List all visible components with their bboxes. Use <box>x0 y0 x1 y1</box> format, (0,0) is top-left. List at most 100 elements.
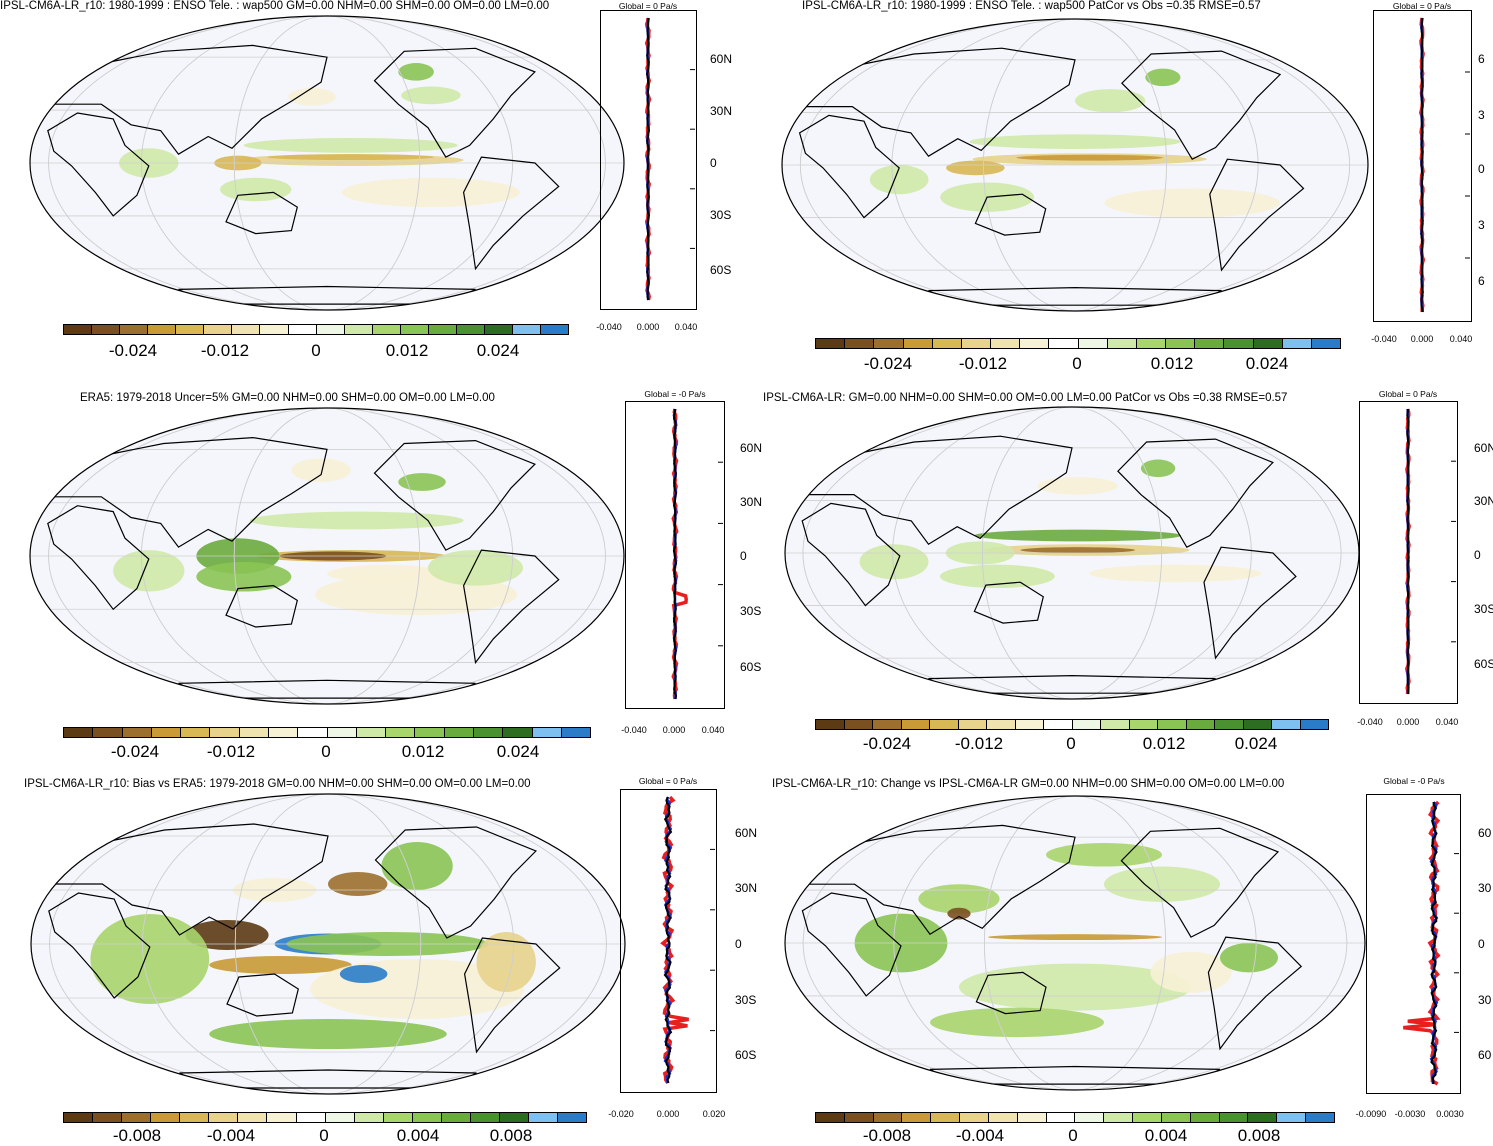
colorbar-swatch <box>1215 720 1244 729</box>
zonal-profile <box>600 10 697 310</box>
coastline <box>47 112 150 217</box>
anomaly-region <box>1046 843 1162 867</box>
anomaly-region <box>209 956 352 974</box>
x-tick: 0.040 <box>701 725 725 735</box>
colorbar-swatch <box>383 1113 413 1122</box>
mean-profile-line <box>663 796 673 1084</box>
world-map <box>781 18 1369 312</box>
coastline <box>373 47 536 158</box>
colorbar-swatch <box>991 339 1021 348</box>
zonal-profile <box>1366 794 1461 1094</box>
mean-profile-line <box>1420 17 1424 313</box>
panel-title: IPSL-CM6A-LR_r10: 1980-1999 : ENSO Tele.… <box>802 0 1261 12</box>
colorbar-label: 0.008 <box>1237 1126 1281 1145</box>
colorbar-swatch <box>1072 720 1101 729</box>
lat-label: 6 <box>1478 52 1485 66</box>
colorbar-swatch <box>1129 720 1158 729</box>
lat-label: 30N <box>740 495 763 509</box>
longitude-line <box>141 794 515 1094</box>
colorbar-swatch <box>1107 339 1137 348</box>
coastline <box>798 114 900 219</box>
map-border <box>29 407 625 705</box>
colorbar-swatch <box>356 728 387 737</box>
anomaly-region <box>1104 866 1220 902</box>
anomaly-region <box>401 86 461 105</box>
longitude-line <box>802 407 1342 699</box>
colorbar-swatch <box>120 325 149 334</box>
lat-label: 60 <box>1478 826 1492 840</box>
colorbar-swatch <box>176 325 205 334</box>
colorbar-label: -0.012 <box>206 742 256 761</box>
colorbar-swatch <box>444 728 474 737</box>
colorbar-swatch <box>1075 1113 1105 1122</box>
coastline <box>47 505 150 611</box>
coastline <box>789 435 1073 545</box>
colorbar-swatch <box>296 1113 326 1122</box>
anomaly-region <box>90 914 210 1004</box>
anomaly-region <box>1140 459 1176 478</box>
anomaly-region <box>476 932 536 992</box>
coastline <box>225 584 298 628</box>
colorbar-swatch <box>148 325 177 334</box>
colorbar-swatch <box>209 1113 239 1122</box>
colorbar <box>815 1112 1335 1123</box>
longitude-line <box>983 796 1167 1090</box>
colorbar-swatch <box>1078 339 1108 348</box>
colorbar-swatch <box>1190 1113 1220 1122</box>
lat-label: 60S <box>735 1048 757 1062</box>
lat-label: 30S <box>1474 602 1493 616</box>
colorbar <box>815 338 1341 349</box>
profile-title: Global = 0 Pa/s <box>1378 389 1438 399</box>
colorbar-swatch <box>503 728 533 737</box>
lat-label: 60N <box>740 441 763 455</box>
panel-title: IPSL-CM6A-LR_r10: 1980-1999 : ENSO Tele.… <box>0 0 550 12</box>
world-map <box>29 407 625 705</box>
lat-label: 0 <box>710 156 717 170</box>
coastline <box>226 973 299 1017</box>
x-tick: 0.000 <box>636 322 660 332</box>
colorbar-swatch <box>1272 720 1301 729</box>
colorbar-label: -0.004 <box>206 1126 256 1145</box>
anomaly-region <box>1020 547 1136 554</box>
colorbar-swatch <box>181 728 211 737</box>
anomaly-region <box>959 963 1191 1011</box>
x-tick: 0.000 <box>1410 334 1434 344</box>
x-tick: 0.000 <box>656 1109 680 1119</box>
colorbar-swatch <box>1282 339 1312 348</box>
colorbar-swatch <box>873 720 902 729</box>
anomaly-region <box>988 934 1162 941</box>
x-tick: -0.020 <box>608 1109 634 1119</box>
colorbar-label: 0 <box>1068 1126 1078 1145</box>
colorbar-swatch <box>325 1113 355 1122</box>
longitude-line <box>893 796 1257 1090</box>
colorbar-swatch <box>122 1113 152 1122</box>
colorbar-swatch <box>470 1113 500 1122</box>
zonal-profile <box>620 789 717 1093</box>
colorbar-swatch <box>64 1113 94 1122</box>
colorbar-label: 0.024 <box>496 742 540 761</box>
coastline <box>462 549 560 665</box>
longitude-line <box>802 796 1348 1090</box>
colorbar-swatch <box>1195 339 1225 348</box>
map-border <box>29 15 625 311</box>
colorbar-label: -0.024 <box>862 734 912 753</box>
colorbar-swatch <box>288 325 317 334</box>
longitude-line <box>983 19 1167 311</box>
colorbar-swatch <box>327 728 357 737</box>
colorbar-swatch <box>64 325 93 334</box>
lat-label: 30S <box>710 208 732 222</box>
colorbar-swatch <box>484 325 513 334</box>
longitude-line <box>892 407 1252 699</box>
anomaly-region <box>209 1019 447 1049</box>
lat-label: 30N <box>710 104 733 118</box>
colorbar-swatch <box>903 339 933 348</box>
colorbar-swatch <box>1306 1113 1334 1122</box>
colorbar-swatch <box>816 339 846 348</box>
longitude-line <box>49 794 607 1094</box>
anomaly-region <box>1145 68 1181 87</box>
profile-lines <box>1403 800 1459 1086</box>
profile-lines <box>671 408 723 700</box>
anomaly-region <box>339 965 388 983</box>
colorbar-swatch <box>845 339 875 348</box>
colorbar-label: -0.008 <box>862 1126 912 1145</box>
